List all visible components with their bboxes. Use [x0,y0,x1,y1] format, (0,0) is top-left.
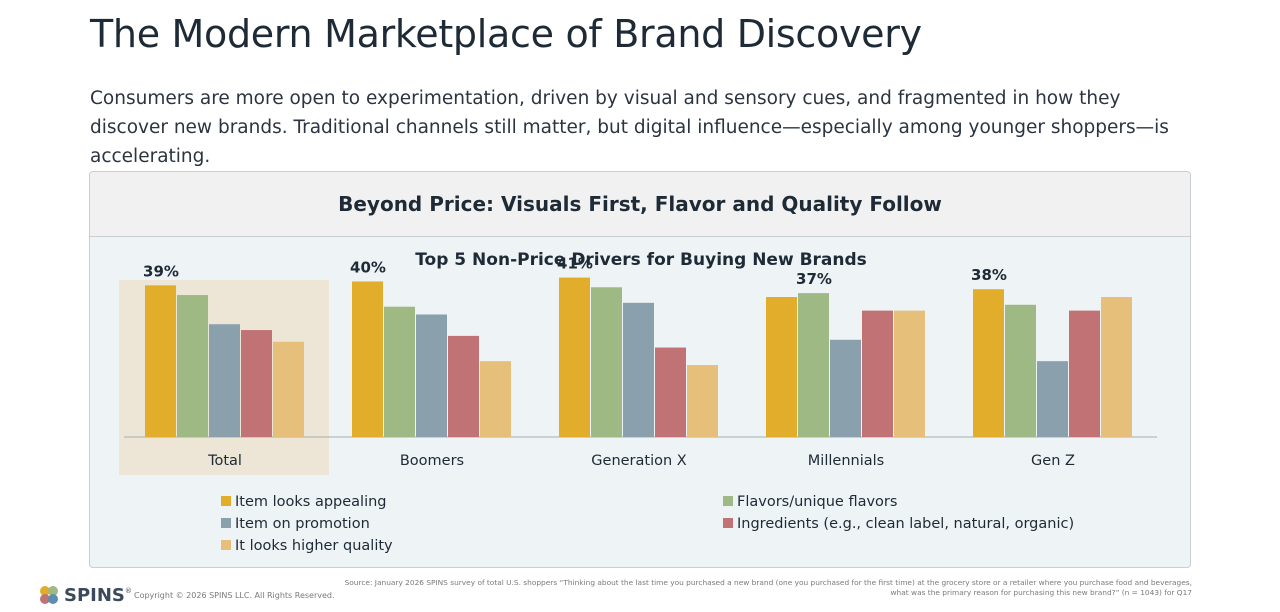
bar-boomers-2 [416,314,447,437]
logo-trademark: ® [124,587,132,595]
source-note: Source: January 2026 SPINS survey of tot… [344,578,1192,597]
bar-generation-x-4 [687,365,718,437]
bar-generation-x-3 [655,347,686,437]
data-label-millennials: 37% [796,270,832,288]
bar-millennials-0 [766,297,797,437]
bar-gen-z-1 [1005,304,1036,437]
data-label-generation-x: 41% [557,255,593,273]
bar-millennials-4 [894,310,925,437]
category-label-generation-x: Generation X [591,453,686,469]
copyright-text: Copyright © 2026 SPINS LLC. All Rights R… [134,591,335,600]
panel-heading: Beyond Price: Visuals First, Flavor and … [90,172,1190,237]
bar-total-3 [241,330,272,437]
bar-gen-z-0 [973,289,1004,437]
chart-title: Top 5 Non-Price Drivers for Buying New B… [415,250,867,270]
legend-label-1: Flavors/unique flavors [737,494,897,510]
legend-label-0: Item looks appealing [235,494,387,510]
page-title: The Modern Marketplace of Brand Discover… [90,12,922,56]
bar-gen-z-2 [1037,361,1068,437]
legend-swatch-3 [723,518,733,528]
legend-label-4: It looks higher quality [235,538,393,554]
bar-boomers-3 [448,335,479,437]
data-label-gen-z: 38% [971,266,1007,284]
bar-total-2 [209,324,240,437]
bar-gen-z-3 [1069,310,1100,437]
bar-boomers-0 [352,281,383,437]
page-subtitle: Consumers are more open to experimentati… [90,88,1169,167]
bar-millennials-2 [830,339,861,437]
logo-text: SPINS [64,584,125,606]
legend-label-3: Ingredients (e.g., clean label, natural,… [737,516,1074,532]
chart-panel: Beyond Price: Visuals First, Flavor and … [89,171,1191,568]
bar-millennials-1 [798,293,829,437]
bar-total-0 [145,285,176,437]
bar-boomers-1 [384,306,415,437]
bar-chart: Top 5 Non-Price Drivers for Buying New B… [119,250,1157,554]
bar-total-1 [177,295,208,437]
bar-generation-x-0 [559,277,590,437]
data-label-total: 39% [143,262,179,280]
spins-logo: SPINS ® [38,584,132,606]
bar-gen-z-4 [1101,297,1132,437]
bar-generation-x-1 [591,287,622,437]
data-label-boomers: 40% [350,258,386,276]
spins-logo-icon [40,586,58,604]
legend-swatch-2 [221,518,231,528]
bar-millennials-3 [862,310,893,437]
legend-swatch-1 [723,496,733,506]
bar-generation-x-2 [623,302,654,437]
legend-label-2: Item on promotion [235,516,370,532]
category-label-boomers: Boomers [400,453,464,469]
legend-swatch-0 [221,496,231,506]
bar-boomers-4 [480,361,511,437]
category-label-gen-z: Gen Z [1031,453,1075,469]
category-label-total: Total [207,453,242,469]
legend-swatch-4 [221,540,231,550]
bar-total-4 [273,341,304,437]
category-label-millennials: Millennials [808,453,884,469]
